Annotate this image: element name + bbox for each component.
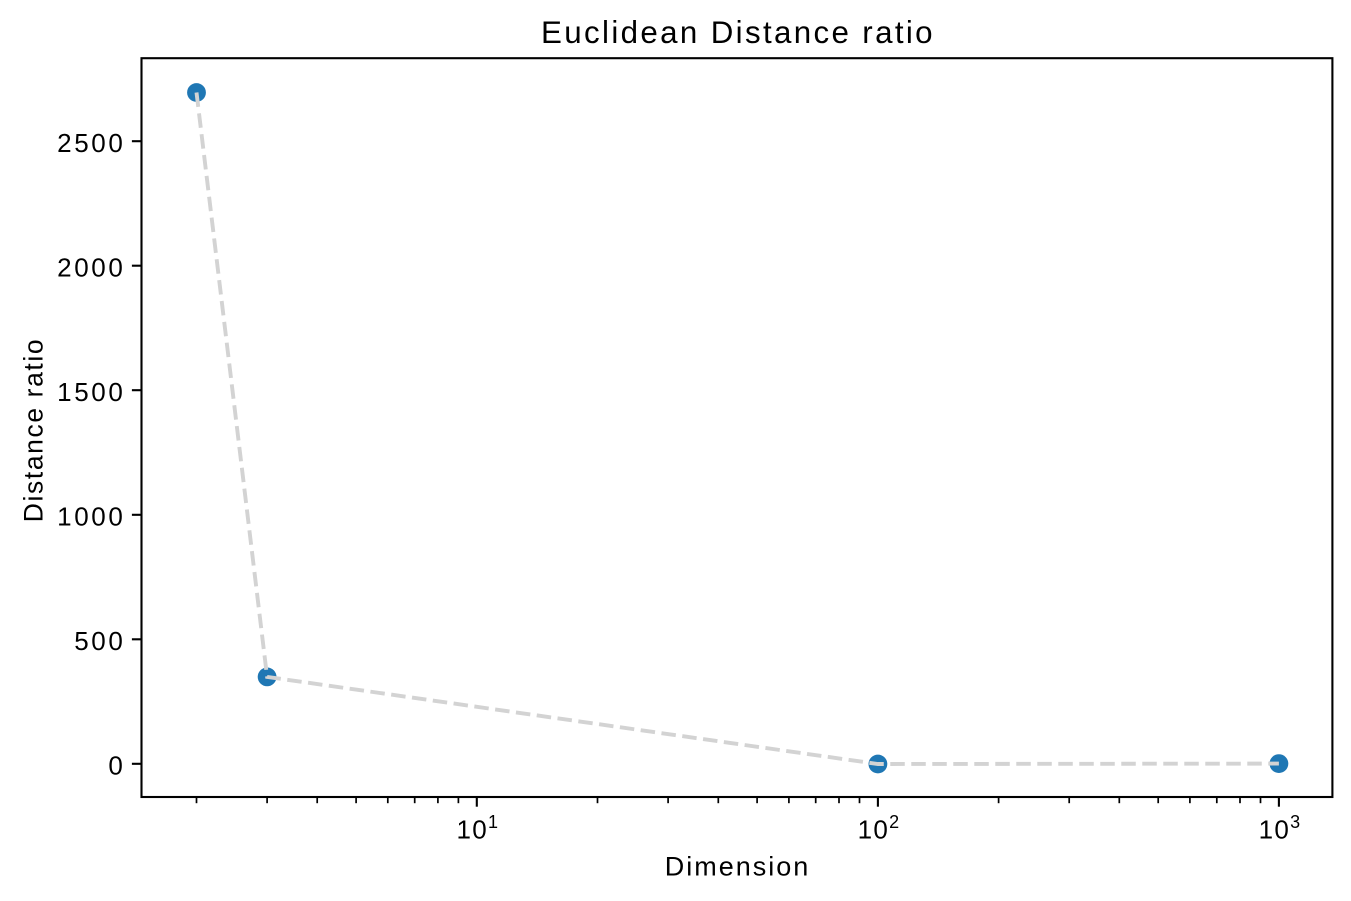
svg-text:Euclidean Distance ratio: Euclidean Distance ratio: [541, 15, 935, 50]
svg-text:2500: 2500: [57, 128, 125, 158]
svg-text:1500: 1500: [57, 377, 125, 407]
svg-text:Distance ratio: Distance ratio: [19, 338, 49, 522]
svg-text:2000: 2000: [57, 253, 125, 283]
svg-text:Dimension: Dimension: [665, 851, 811, 881]
svg-text:0: 0: [108, 751, 125, 781]
svg-text:500: 500: [74, 626, 125, 656]
svg-text:1000: 1000: [57, 502, 125, 532]
